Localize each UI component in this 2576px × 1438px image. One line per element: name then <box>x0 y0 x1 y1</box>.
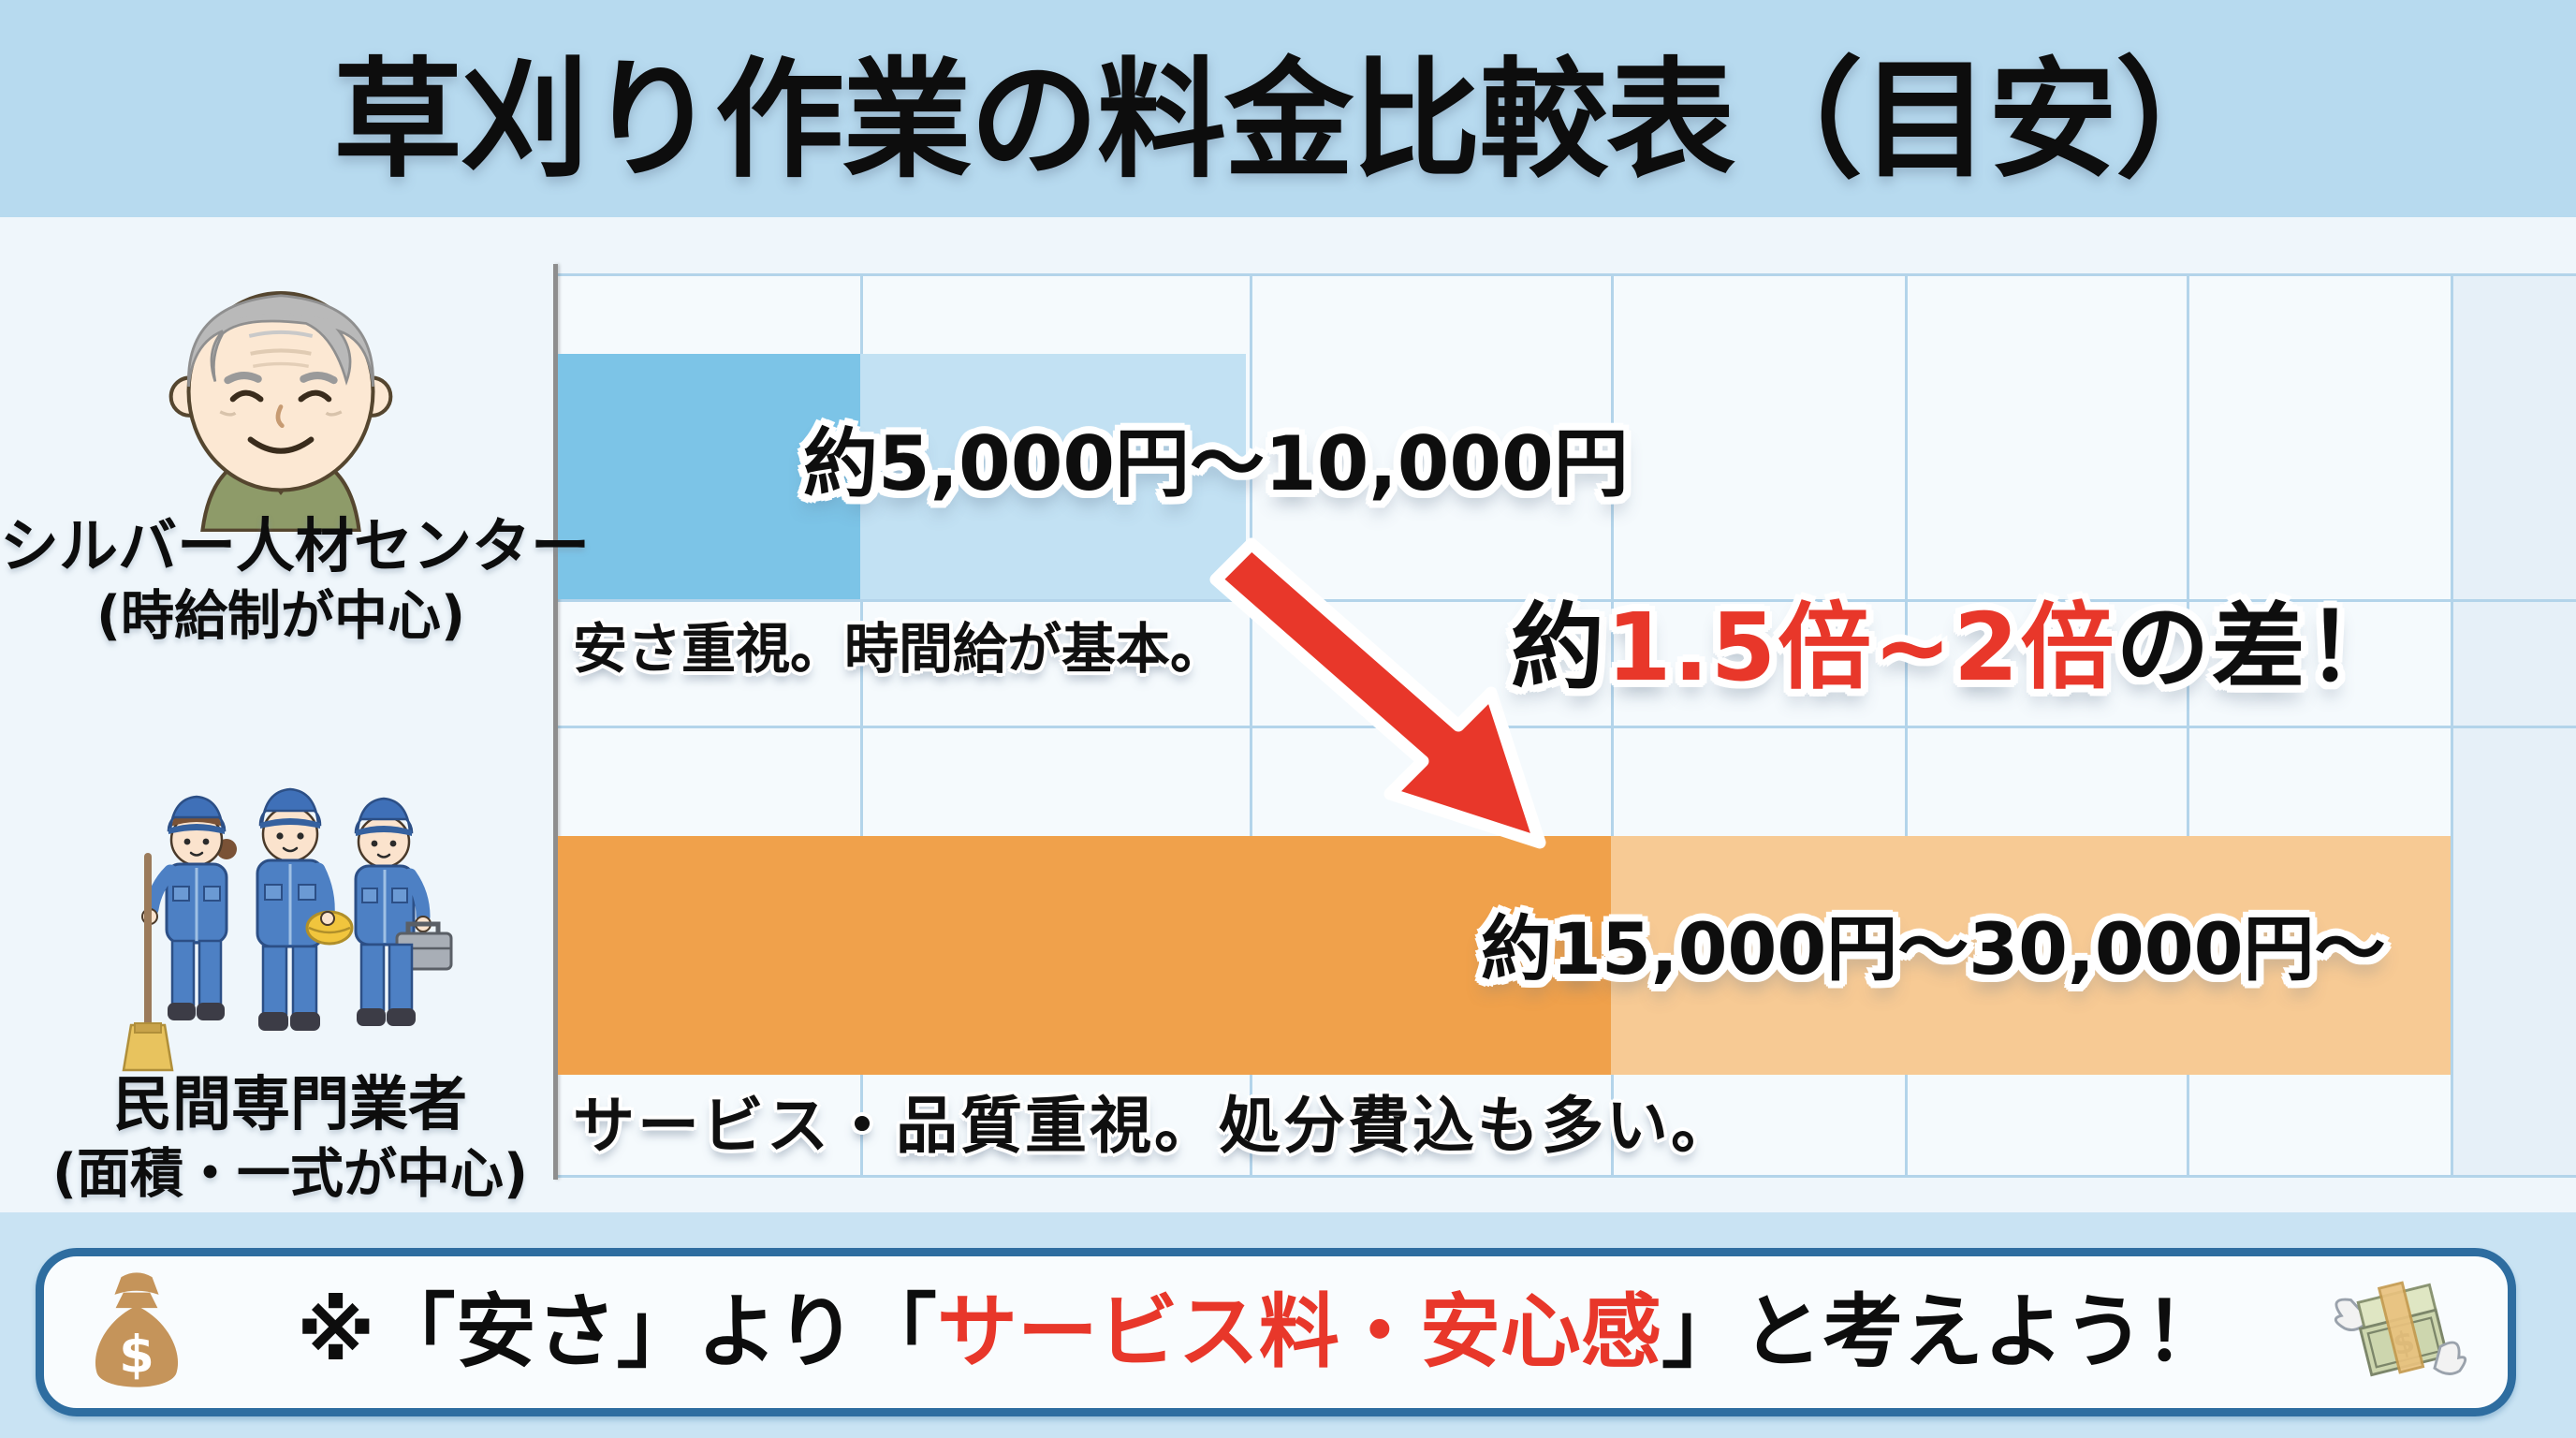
bar-private-company-high <box>1611 836 2451 1075</box>
chart-axis-line <box>553 264 558 1180</box>
category-label-private: 民間専門業者 <box>113 1070 467 1138</box>
bar-silver-center-high <box>860 354 1246 599</box>
bar-private-company-low <box>558 836 1611 1075</box>
workers-illustration <box>122 787 453 1072</box>
gridline-horizontal <box>555 599 2576 602</box>
price-label-private: 約15,000円〜30,000円〜 <box>1481 907 2386 990</box>
difference-annotation: 約1.5倍~2倍の差！ <box>1511 601 2403 695</box>
gridline-horizontal <box>555 1175 2576 1178</box>
difference-suffix: の差！ <box>2115 593 2403 702</box>
category-label-silver: シルバー人材センター <box>0 512 590 580</box>
category-sublabel-private: (面積・一式が中心) <box>51 1143 529 1205</box>
header-band: 草刈り作業の料金比較表（目安） <box>0 0 2576 217</box>
worker-with-broom <box>122 795 237 1072</box>
difference-prefix: 約 <box>1511 593 1606 702</box>
gridline-horizontal <box>555 273 2576 276</box>
category-sublabel-silver: (時給制が中心) <box>95 585 466 647</box>
footer-highlight: サービス料・安心感 <box>936 1285 1661 1379</box>
footer-message: ※「安さ」より「サービス料・安心感」と考えよう！ <box>297 1292 2225 1372</box>
bar-silver-center-low <box>558 354 860 599</box>
elderly-man-head <box>168 291 393 492</box>
page-title: 草刈り作業の料金比較表（目安） <box>332 45 2245 196</box>
footer-banner: $ ※「安さ」より「サービス料・安心感」と考えよう！ $ <box>36 1248 2516 1416</box>
note-private: サービス・品質重視。処分費込も多い。 <box>573 1090 1735 1162</box>
money-bag-icon: $ <box>95 1272 179 1387</box>
footer-prefix: ※「安さ」より「 <box>297 1285 937 1379</box>
elderly-man-illustration <box>168 291 393 532</box>
note-silver: 安さ重視。時間給が基本。 <box>573 617 1225 681</box>
price-label-silver: 約5,000円〜10,000円 <box>803 420 1629 507</box>
svg-text:$: $ <box>119 1325 154 1384</box>
gridline-horizontal <box>555 726 2576 728</box>
worker-with-helmet <box>256 787 354 1031</box>
difference-highlight: 1.5倍~2倍 <box>1606 593 2116 702</box>
red-arrow-icon <box>1209 537 1546 849</box>
footer-suffix: 」と考えよう！ <box>1661 1285 2225 1379</box>
flying-money-icon: $ <box>2334 1281 2467 1377</box>
worker-with-toolbox <box>354 797 453 1026</box>
